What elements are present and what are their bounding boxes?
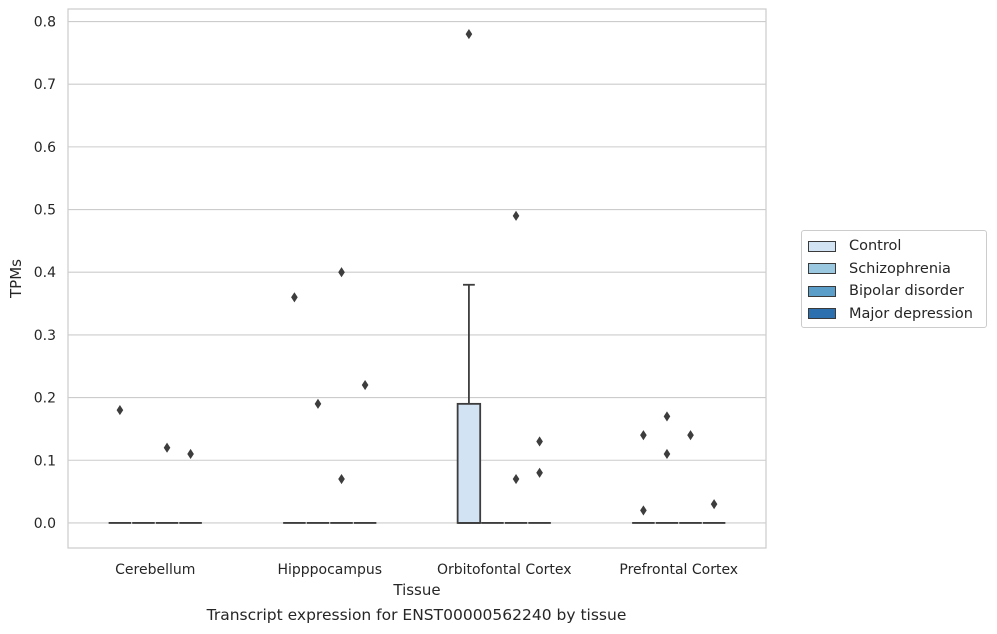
outlier-point — [361, 379, 369, 391]
y-axis-label: TPMs — [7, 259, 25, 299]
y-tick-label: 0.8 — [34, 15, 56, 31]
x-tick-label: Orbitofontal Cortex — [437, 562, 572, 578]
outlier-point — [536, 436, 543, 447]
legend-item: Bipolar disorder — [802, 280, 986, 303]
grid-lines — [68, 20, 766, 524]
legend-label: Control — [849, 238, 902, 255]
outlier-point — [663, 411, 671, 422]
outlier-point — [163, 442, 171, 453]
outlier-point — [663, 448, 671, 460]
outlier-point — [640, 505, 647, 516]
outlier-layer — [116, 29, 718, 516]
legend-label: Major depression — [849, 305, 973, 322]
legend-swatch — [808, 263, 836, 275]
outlier-point — [314, 398, 322, 409]
x-tick-label: Hipppocampus — [277, 562, 382, 578]
y-tick-label: 0.2 — [34, 391, 56, 407]
outlier-point — [465, 29, 473, 40]
y-tick-label: 0.4 — [34, 265, 56, 281]
outlier-point — [536, 467, 543, 478]
x-axis-label: Tissue — [392, 581, 440, 599]
plot-frame — [67, 8, 767, 549]
legend-swatch — [808, 308, 836, 320]
legend-item: Major depression — [802, 303, 986, 326]
outlier-point — [687, 430, 694, 441]
legend-swatch — [808, 285, 836, 297]
outlier-point — [640, 430, 647, 441]
outlier-point — [710, 499, 718, 510]
y-tick-label: 0.3 — [34, 328, 56, 344]
legend-label: Bipolar disorder — [849, 283, 964, 300]
legend-swatch — [808, 240, 836, 252]
legend-item: Schizophrenia — [802, 258, 986, 281]
legend-item: Control — [802, 235, 986, 258]
outlier-point — [116, 405, 124, 416]
outlier-point — [291, 292, 298, 303]
y-tick-label: 0.0 — [34, 516, 56, 532]
y-tick-label: 0.6 — [34, 140, 56, 156]
legend: Control Schizophrenia Bipolar disorder Majo… — [801, 230, 987, 328]
outlier-point — [512, 210, 520, 221]
x-tick-label: Cerebellum — [115, 562, 195, 578]
box-layer — [108, 283, 726, 524]
outlier-point — [512, 473, 520, 485]
x-tick-label: Prefrontal Cortex — [619, 562, 738, 578]
legend-label: Schizophrenia — [849, 260, 951, 277]
y-tick-label: 0.7 — [34, 77, 56, 93]
figure-caption: Transcript expression for ENST0000056224… — [206, 606, 627, 624]
outlier-point — [338, 473, 345, 485]
y-tick-label: 0.1 — [34, 453, 56, 469]
outlier-point — [187, 448, 194, 460]
outlier-point — [338, 267, 345, 278]
box-control — [456, 283, 482, 524]
y-tick-label: 0.5 — [34, 203, 56, 219]
y-tick-labels: 0.0 0.1 0.2 0.3 0.4 0.5 0.6 0.7 0.8 — [34, 15, 56, 532]
x-tick-labels: Cerebellum Hipppocampus Orbitofontal Corte… — [115, 562, 738, 578]
box-body — [456, 402, 482, 524]
